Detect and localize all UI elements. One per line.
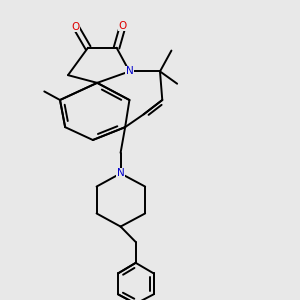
Text: O: O bbox=[119, 21, 127, 31]
Text: N: N bbox=[117, 168, 124, 178]
Text: O: O bbox=[72, 22, 80, 32]
Text: N: N bbox=[126, 66, 133, 76]
